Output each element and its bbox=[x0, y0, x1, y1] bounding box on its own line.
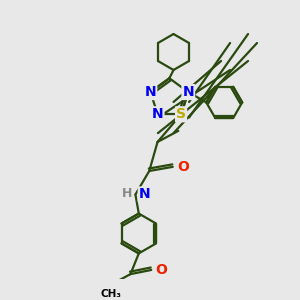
Text: N: N bbox=[145, 85, 156, 99]
Text: N: N bbox=[152, 107, 164, 121]
Text: H: H bbox=[122, 187, 132, 200]
Text: S: S bbox=[176, 107, 186, 121]
Text: O: O bbox=[155, 263, 167, 277]
Text: N: N bbox=[182, 85, 194, 99]
Text: O: O bbox=[177, 160, 189, 174]
Text: N: N bbox=[139, 188, 150, 202]
Text: CH₃: CH₃ bbox=[100, 289, 122, 299]
